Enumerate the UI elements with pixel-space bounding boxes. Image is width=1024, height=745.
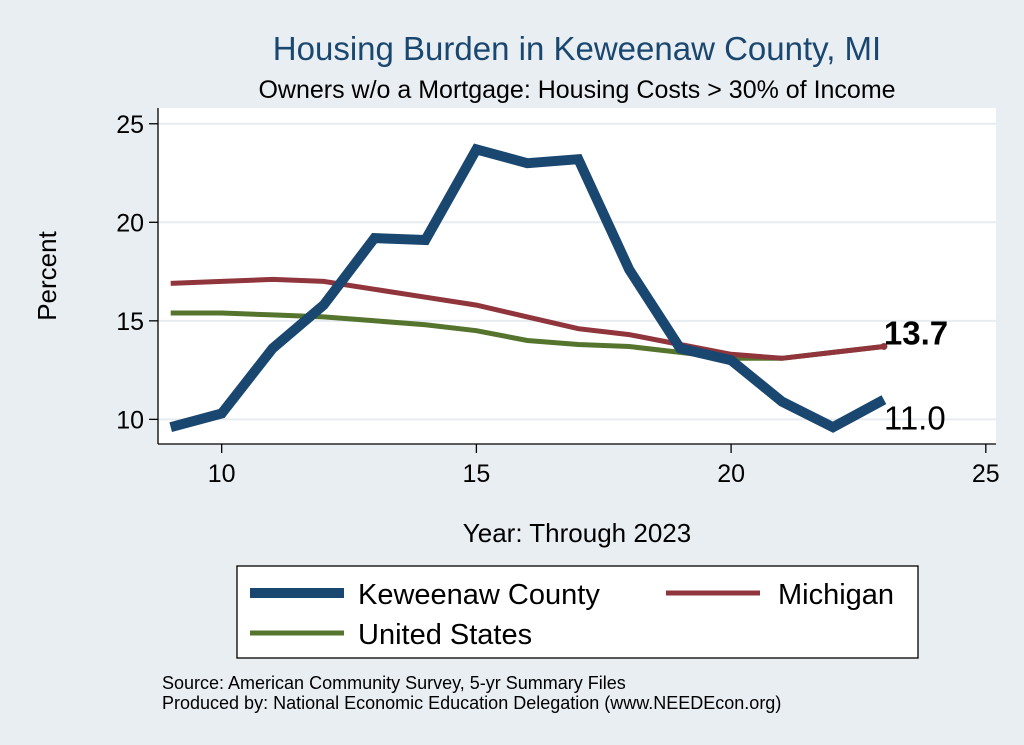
x-tick-label: 20 — [717, 460, 745, 488]
end-label: 13.7 — [884, 314, 948, 351]
series-lines — [169, 143, 888, 433]
x-axis-title: Year: Through 2023 — [463, 518, 691, 548]
legend-label-united-states: United States — [358, 619, 532, 651]
source-note: Source: American Community Survey, 5-yr … — [162, 673, 626, 693]
legend-box — [236, 565, 919, 659]
y-axis-title: Percent — [32, 230, 62, 320]
y-tick-label: 20 — [116, 209, 144, 237]
michigan-end-marker — [880, 342, 888, 350]
series-line-michigan — [170, 276, 885, 361]
series-line-keweenaw — [169, 143, 887, 433]
legend: Keweenaw County Michigan United States — [236, 565, 919, 659]
producer-note: Produced by: National Economic Education… — [162, 693, 781, 713]
chart-subtitle: Owners w/o a Mortgage: Housing Costs > 3… — [258, 76, 895, 104]
chart-title: Housing Burden in Keweenaw County, MI — [273, 30, 881, 67]
x-tick-label: 10 — [208, 460, 236, 488]
y-tick-label: 15 — [116, 308, 144, 336]
axis-ticks: 10 15 20 25 10 15 20 25 — [116, 111, 1000, 488]
y-tick-label: 10 — [116, 406, 144, 434]
x-tick-label: 25 — [972, 460, 1000, 488]
axes — [157, 108, 996, 445]
end-labels: 13.7 11.0 — [884, 314, 948, 436]
x-tick-label: 15 — [462, 460, 490, 488]
end-label: 11.0 — [884, 400, 946, 437]
legend-label-keweenaw: Keweenaw County — [358, 579, 600, 611]
legend-label-michigan: Michigan — [778, 579, 894, 611]
y-tick-label: 25 — [116, 111, 144, 139]
